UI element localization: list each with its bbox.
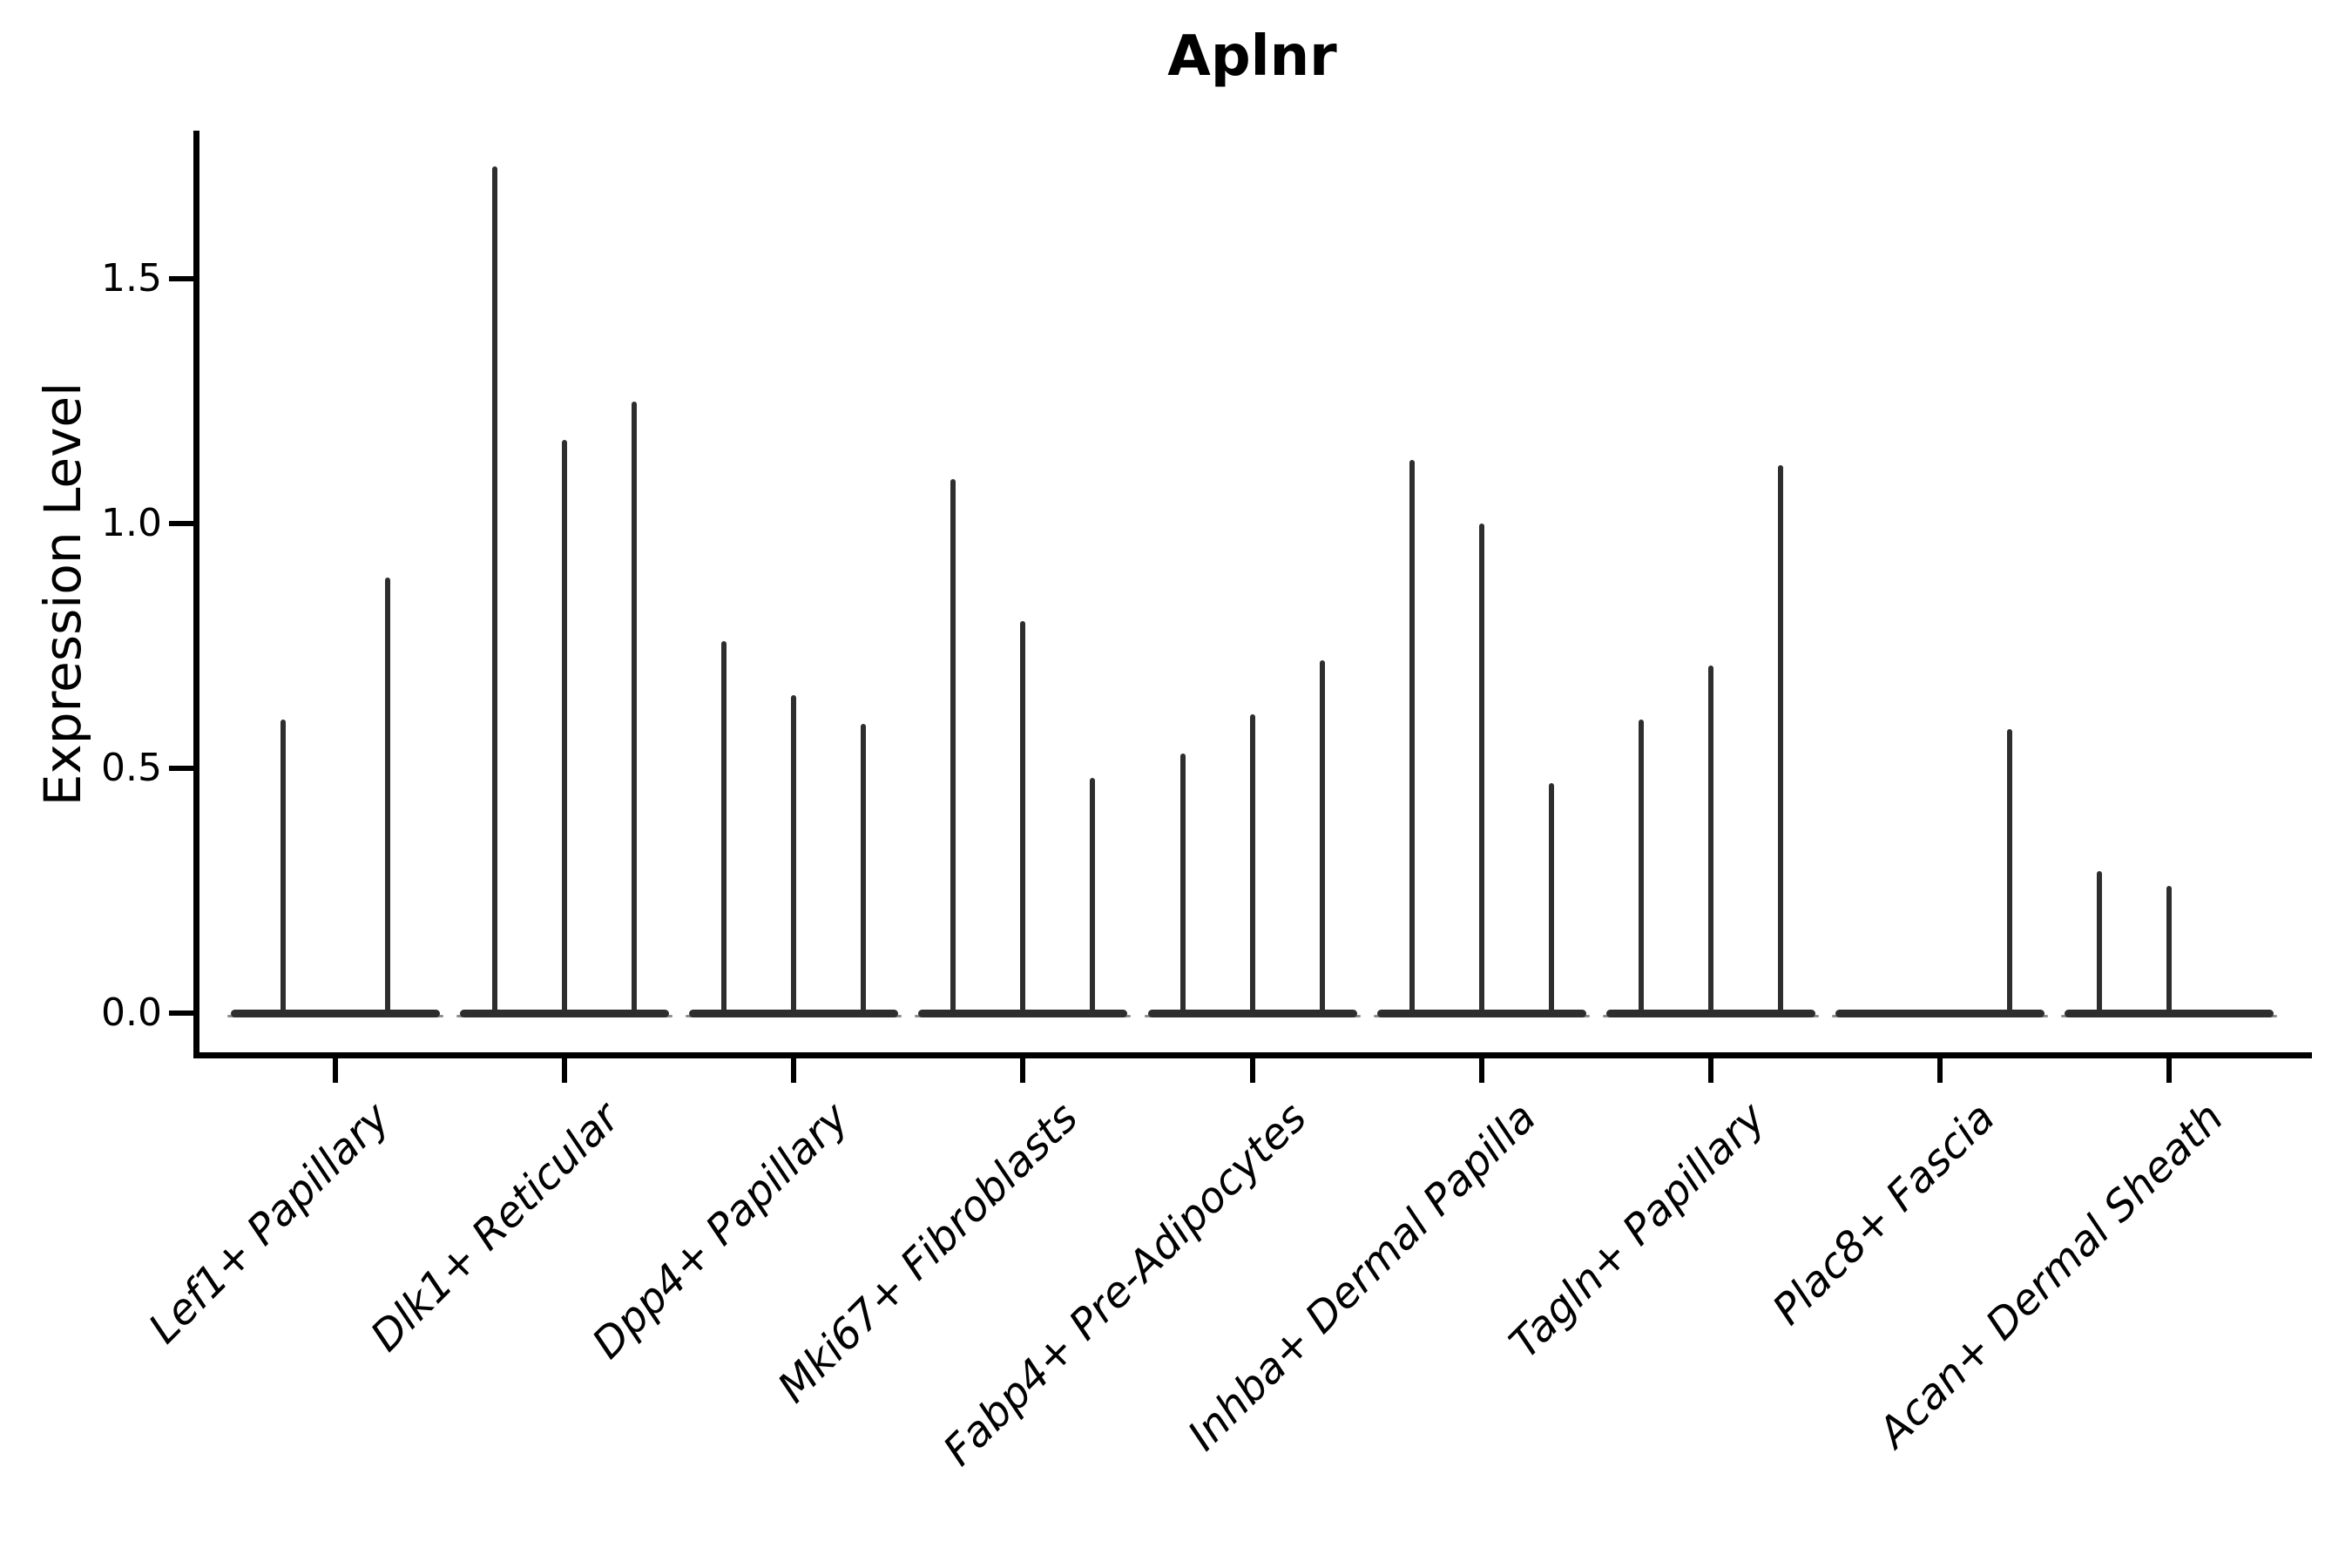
x-tick-label: Lef1+ Papillary	[139, 1093, 400, 1354]
violin-spike	[791, 694, 797, 1013]
x-tick-mark	[1249, 1056, 1255, 1083]
x-tick-mark	[1936, 1056, 1943, 1083]
violin-spike	[2166, 885, 2172, 1013]
violin-spike	[1319, 660, 1325, 1013]
violin-spike	[2097, 871, 2102, 1013]
violin-spike	[2006, 729, 2012, 1013]
x-tick-mark	[791, 1056, 797, 1083]
x-tick-mark	[2166, 1056, 2172, 1083]
x-tick-mark	[333, 1056, 338, 1083]
violin-spike	[721, 640, 727, 1013]
violin-spike	[280, 719, 286, 1013]
violin-base	[2065, 1009, 2274, 1017]
chart-title: Aplnr	[1167, 24, 1337, 89]
violin-spike	[1777, 464, 1783, 1013]
y-tick-mark	[168, 1010, 193, 1016]
violin-base	[918, 1009, 1128, 1017]
violin-spike	[950, 479, 956, 1013]
y-tick-label: 0.5	[101, 746, 162, 790]
violin-base	[1835, 1009, 2044, 1017]
violin-spike	[1249, 714, 1255, 1013]
violin-spike	[632, 401, 638, 1013]
violin-spike	[1707, 665, 1713, 1013]
violin-base	[689, 1009, 899, 1017]
violin-spike	[1638, 719, 1644, 1013]
violin-base	[1147, 1009, 1357, 1017]
x-tick-label: Plac8+ Fascia	[1762, 1093, 2004, 1335]
violin-spike	[1548, 782, 1554, 1013]
x-tick-mark	[1707, 1056, 1713, 1083]
violin-spike	[1409, 459, 1415, 1013]
y-tick-mark	[168, 521, 193, 526]
y-axis-label: Expression Level	[33, 382, 92, 807]
x-tick-mark	[1478, 1056, 1484, 1083]
x-tick-label: Dpp4+ Papillary	[583, 1093, 858, 1369]
y-tick-label: 1.0	[101, 501, 162, 545]
violin-base	[231, 1009, 440, 1017]
x-tick-mark	[562, 1056, 568, 1083]
violin-spike	[1090, 778, 1096, 1013]
y-tick-label: 0.0	[101, 990, 162, 1035]
violin-base	[460, 1009, 670, 1017]
y-tick-mark	[168, 766, 193, 771]
y-axis-spine	[193, 131, 199, 1058]
y-tick-mark	[168, 276, 193, 281]
x-tick-label: Fabp4+ Pre-Adipocytes	[934, 1093, 1317, 1476]
x-axis-spine	[193, 1051, 2312, 1058]
x-tick-label: Tagln+ Papillary	[1500, 1093, 1775, 1369]
violin-spike	[1179, 754, 1186, 1013]
x-tick-label: Dlk1+ Reticular	[361, 1093, 629, 1362]
y-tick-label: 1.5	[101, 256, 162, 301]
violin-spike	[562, 440, 568, 1013]
violin-base	[1605, 1009, 1815, 1017]
violin-spike	[1020, 621, 1026, 1013]
violin-spike	[1478, 524, 1484, 1013]
violin-base	[1376, 1009, 1586, 1017]
violin-spike	[492, 166, 498, 1013]
x-tick-mark	[1020, 1056, 1026, 1083]
violin-spike	[861, 724, 867, 1013]
violin-spike	[385, 577, 390, 1013]
